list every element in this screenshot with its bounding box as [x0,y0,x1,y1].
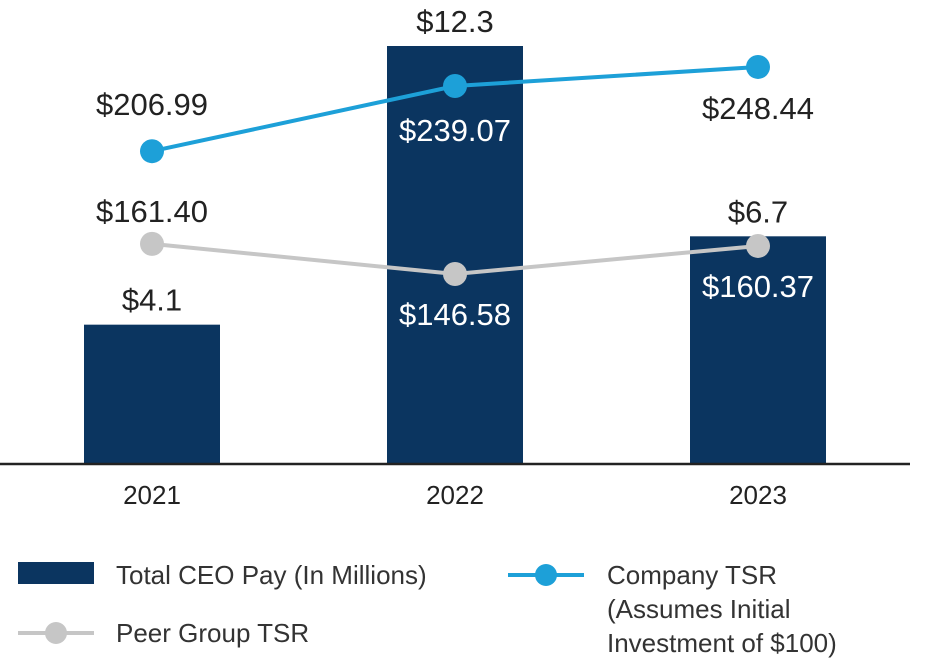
legend-company-marker [535,564,557,586]
legend-peer-label: Peer Group TSR [116,618,309,648]
bar-label-2022: $12.3 [416,4,494,39]
legend-company-label-line2: (Assumes Initial [607,594,791,624]
company-tsr-label-2023: $248.44 [702,91,814,126]
bar-label-2021: $4.1 [122,283,182,318]
legend-company-label-line3: Investment of $100) [607,628,837,658]
legend-bar-swatch [18,562,94,584]
peer-tsr-label-2022: $146.58 [399,297,511,332]
company-tsr-label-2022: $239.07 [399,113,511,148]
legend-peer-marker [45,622,67,644]
company-tsr-point-2023 [746,54,770,79]
company-tsr-point-2022 [443,74,467,98]
peer-tsr-point-2022 [443,262,467,286]
peer-tsr-label-2023: $160.37 [702,269,814,304]
bar-label-2023: $6.7 [728,194,788,229]
bar-ceo-pay-2023 [690,236,826,464]
company-tsr-label-2021: $206.99 [96,87,208,122]
company-tsr-point-2021 [140,139,164,164]
bar-ceo-pay-2022 [387,46,523,464]
legend-bar-label: Total CEO Pay (In Millions) [116,560,427,590]
x-tick-2021: 2021 [123,480,181,510]
peer-tsr-point-2023 [746,233,770,258]
legend-company-label: Company TSR [607,560,777,590]
peer-tsr-point-2021 [140,231,164,256]
x-tick-2022: 2022 [426,480,484,510]
x-tick-2023: 2023 [729,480,787,510]
legend: Total CEO Pay (In Millions) Company TSR … [18,560,837,658]
peer-tsr-label-2021: $161.40 [96,194,208,229]
bar-ceo-pay-2021 [84,324,220,464]
